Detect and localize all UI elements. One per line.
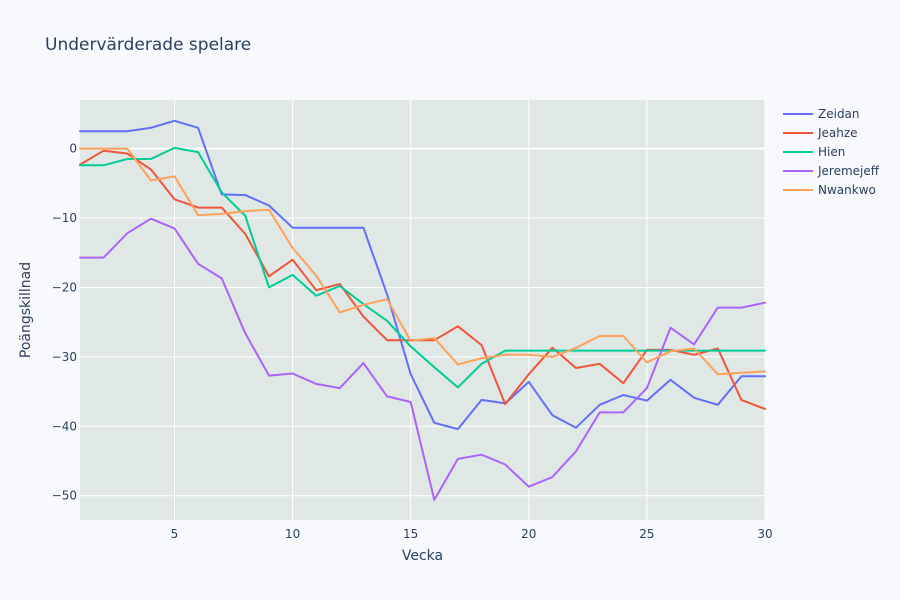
legend[interactable]: Zeidan Jeahze Hien Jeremejeff Nwankwo [783,107,880,197]
y-tick-label: −10 [52,211,77,225]
chart-title: Undervärderade spelare [45,35,251,55]
tick-layer: 5 10 15 20 25 30 0 −10 −20 −30 −40 −50 [52,142,773,541]
y-axis-title: Poängskillnad [18,262,34,358]
legend-item-jeahze[interactable]: Jeahze [783,126,858,140]
legend-item-jeremejeff[interactable]: Jeremejeff [783,164,880,178]
x-tick-label: 25 [639,527,654,541]
plot-background [80,100,765,520]
legend-item-hien[interactable]: Hien [783,145,845,159]
y-tick-label: 0 [69,142,77,156]
y-tick-label: −50 [52,489,77,503]
series-line-nwankwo[interactable] [79,147,766,376]
y-tick-label: −20 [52,280,77,294]
x-tick-label: 10 [285,527,300,541]
legend-item-nwankwo[interactable]: Nwankwo [783,183,876,197]
x-tick-label: 15 [403,527,418,541]
y-tick-label: −30 [52,350,77,364]
legend-label: Jeahze [817,126,858,140]
legend-item-zeidan[interactable]: Zeidan [783,107,860,121]
x-tick-label: 5 [171,527,179,541]
series-line-zeidan[interactable] [79,119,766,431]
x-axis-title: Vecka [402,548,443,564]
x-tick-label: 30 [757,527,772,541]
x-tick-label: 20 [521,527,536,541]
legend-label: Zeidan [818,107,860,121]
series-line-hien[interactable] [79,146,766,389]
legend-label: Nwankwo [818,183,876,197]
series-line-jeremejeff[interactable] [79,217,766,501]
y-tick-label: −40 [52,419,77,433]
legend-label: Hien [818,145,845,159]
legend-label: Jeremejeff [817,164,880,178]
series-layer [79,119,766,501]
